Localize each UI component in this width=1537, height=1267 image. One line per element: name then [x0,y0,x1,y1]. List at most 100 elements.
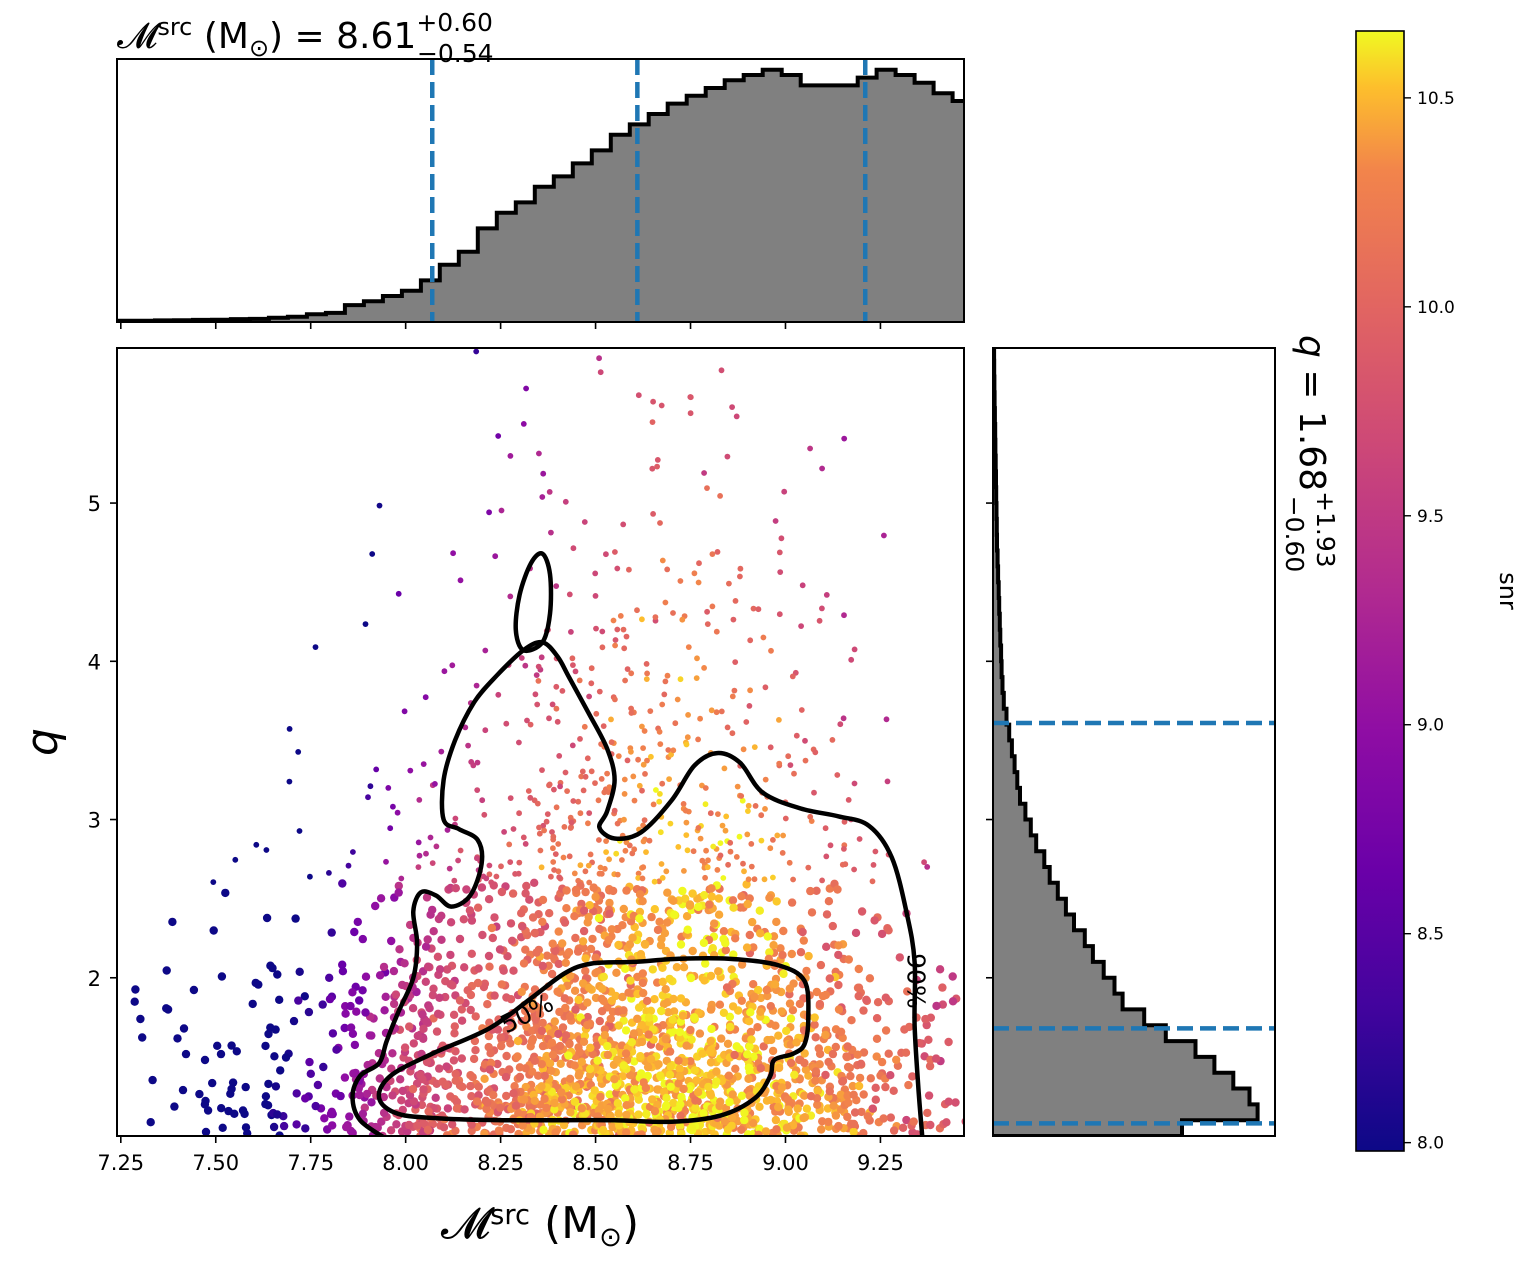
scatter-point [687,1123,697,1132]
scatter-point [783,1095,793,1104]
scatter-point [227,1084,236,1094]
scatter-point [737,573,743,580]
scatter-point [567,825,574,831]
scatter-point [305,1057,314,1067]
scatter-point [424,1107,433,1116]
scatter-point [295,967,304,976]
scatter-point [595,797,602,804]
scatter-point [612,637,619,643]
scatter-point [768,647,774,654]
scatter-point [465,906,475,915]
scatter-point [829,1101,838,1110]
scatter-point [380,1006,389,1015]
scatter-point [719,927,729,936]
scatter-point [731,687,738,694]
scatter-point [539,1125,548,1135]
scatter-point [843,1042,852,1051]
scatter-point [501,829,507,835]
scatter-point [291,914,300,923]
scatter-point [581,887,590,897]
scatter-point [561,824,568,830]
scatter-point [621,1026,631,1035]
scatter-point [294,996,303,1005]
scatter-point [394,888,403,897]
scatter-point [737,565,744,572]
scatter-point [740,1115,749,1125]
scatter-point [336,1091,345,1101]
scatter-point [394,881,403,891]
scatter-point [570,662,576,668]
scatter-point [502,1051,511,1061]
scatter-point [622,886,631,895]
scatter-point [640,761,647,768]
scatter-point [691,1103,700,1113]
scatter-point [904,1080,913,1090]
scatter-point [736,833,743,840]
scatter-point [395,590,402,597]
scatter-point [662,599,669,606]
scatter-point [264,1079,273,1089]
scatter-point [819,465,825,472]
scatter-point [737,1091,747,1101]
x-tick-label: 7.75 [287,1151,334,1175]
scatter-point [386,1126,396,1135]
scatter-point [766,1002,775,1011]
scatter-point [688,889,697,898]
scatter-point [686,973,696,983]
scatter-point [253,841,260,848]
scatter-point [822,942,831,951]
scatter-point [550,1105,559,1114]
scatter-point [816,960,826,970]
scatter-point [619,1006,628,1015]
scatter-point [883,716,890,723]
scatter-point [610,1075,619,1084]
scatter-point [455,996,465,1005]
scatter-point [600,723,607,729]
scatter-point [506,919,516,928]
scatter-point [774,832,781,839]
scatter-point [675,1033,685,1043]
scatter-point [588,768,595,775]
scatter-point [646,1006,656,1015]
scatter-point [785,984,794,993]
scatter-point [752,803,759,809]
scatter-point [443,1104,453,1113]
scatter-point [548,529,554,536]
scatter-point [612,642,618,649]
scatter-point [637,1020,646,1030]
scatter-point [631,846,638,853]
scatter-point [484,895,494,904]
scatter-point [458,1082,467,1092]
scatter-point [846,1071,855,1081]
scatter-point [843,1062,853,1072]
scatter-point [690,848,697,855]
scatter-point [419,1024,428,1034]
scatter-point [467,1120,476,1129]
scatter-point [607,996,616,1005]
scatter-point [459,915,468,924]
scatter-point [575,1069,584,1078]
scatter-point [340,1073,350,1082]
scatter-point [944,1097,953,1106]
scatter-point [680,801,687,807]
scatter-point [787,762,794,768]
scatter-point [715,1000,725,1009]
scatter-point [639,616,645,623]
scatter-point [495,945,505,954]
scatter-point [714,549,721,555]
scatter-point [276,1066,285,1075]
scatter-point [744,1063,754,1072]
scatter-point [800,1058,809,1068]
scatter-point [776,717,782,723]
scatter-point [508,889,518,898]
scatter-point [666,1122,676,1132]
scatter-point [779,969,788,979]
scatter-point [498,507,505,514]
scatter-point [828,1049,838,1059]
scatter-point [851,866,857,873]
scatter-point [853,1050,862,1059]
scatter-point [608,886,618,896]
scatter-point [641,728,648,734]
scatter-point [825,1087,834,1096]
scatter-point [466,1071,475,1080]
